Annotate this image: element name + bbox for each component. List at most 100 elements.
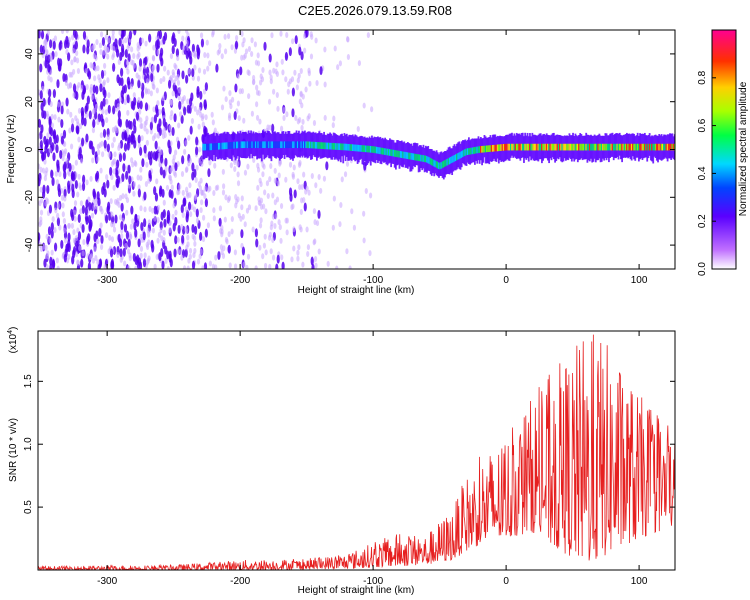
spectrogram-noise-cell: [300, 184, 304, 191]
spectrogram-noise-cell: [55, 179, 60, 186]
spectrogram-noise-cell: [171, 69, 175, 76]
spectrogram-signal-core: [292, 141, 294, 149]
spectrogram-noise-cell: [288, 47, 292, 57]
spectrogram-noise-cell: [199, 177, 203, 184]
spectrogram-signal-core: [384, 148, 386, 155]
spectrogram-noise-cell: [254, 228, 258, 238]
spectrogram-signal-core: [416, 154, 419, 161]
spectrogram-noise-cell: [258, 244, 262, 251]
spectrogram-signal-core: [527, 143, 530, 151]
colorbar-tick-label: 0.8: [697, 70, 708, 84]
spectrogram-signal-core: [205, 143, 208, 151]
spectrogram-noise-cell: [273, 167, 277, 174]
spectrogram-noise-cell: [236, 100, 241, 107]
spectrogram-noise-cell: [201, 189, 205, 196]
spectrogram-noise-cell: [266, 192, 270, 199]
spectrogram-noise-cell: [202, 68, 207, 75]
spectrogram-signal-core: [650, 143, 652, 151]
spectrogram-noise-cell: [317, 174, 321, 181]
spectrogram-noise-cell: [162, 237, 166, 244]
spectrogram-signal-core: [554, 143, 556, 151]
spectrogram-signal-core: [633, 143, 635, 151]
spectrogram-signal-core: [355, 144, 358, 152]
spectrogram-noise-cell: [346, 53, 351, 60]
spectrogram-signal-core: [476, 146, 478, 154]
spectrogram-noise-cell: [256, 60, 261, 67]
spectrogram-noise-cell: [345, 248, 349, 255]
spectrogram-signal-core: [519, 143, 521, 151]
spectrogram-noise-cell: [150, 72, 154, 82]
spectrogram-signal-core: [354, 144, 356, 152]
spectrogram-signal-core: [227, 142, 229, 149]
spectrogram-noise-cell: [91, 127, 96, 134]
spectrogram-noise-cell: [176, 189, 180, 196]
spectrogram-signal-core: [420, 154, 422, 162]
spectrogram-signal-core: [434, 160, 436, 168]
spectrogram-noise-cell: [48, 237, 52, 244]
spectrogram-noise-cell: [99, 83, 103, 93]
spectrogram-signal-core: [548, 143, 550, 151]
spectrogram-noise-cell: [49, 127, 54, 137]
spectrogram-noise-cell: [179, 249, 183, 256]
spectrogram-signal-core: [599, 143, 602, 151]
spectrogram-noise-cell: [306, 115, 310, 122]
spectrogram-noise-cell: [128, 30, 132, 40]
spectrogram-signal-core: [217, 142, 220, 150]
spectrogram-signal-core: [273, 141, 275, 149]
spectrogram-noise-cell: [68, 71, 72, 78]
spectrogram-y-tick-label: 0: [24, 146, 35, 152]
spectrogram-noise-cell: [195, 164, 199, 171]
spectrogram-noise-cell: [106, 143, 110, 153]
spectrogram-noise-cell: [205, 39, 209, 46]
spectrogram-signal-core: [228, 142, 231, 149]
spectrogram-noise-cell: [148, 169, 152, 179]
spectrogram-noise-cell: [40, 30, 45, 40]
spectrogram-noise-cell: [73, 209, 77, 216]
spectrogram-noise-cell: [290, 38, 295, 45]
spectrogram-noise-cell: [298, 160, 302, 167]
spectrogram-noise-cell: [67, 222, 71, 229]
spectrogram-noise-cell: [302, 171, 306, 178]
spectrogram-noise-cell: [169, 53, 174, 60]
spectrogram-signal-core: [505, 143, 507, 151]
spectrogram-signal-core: [457, 153, 459, 160]
spectrogram-signal-core: [604, 143, 606, 151]
spectrogram-signal-core: [592, 143, 594, 151]
spectrogram-noise-cell: [68, 162, 72, 172]
spectrogram-signal-core: [462, 150, 464, 158]
spectrogram-signal-core: [587, 143, 590, 151]
spectrogram-noise-cell: [77, 107, 82, 114]
spectrogram-signal-core: [269, 141, 271, 149]
spectrogram-noise-cell: [203, 99, 207, 109]
spectrogram-signal-core: [575, 143, 578, 151]
spectrogram-noise-cell: [158, 109, 162, 116]
spectrogram-noise-cell: [212, 215, 216, 222]
spectrogram-signal-core: [494, 144, 496, 152]
spectrogram-noise-cell: [137, 51, 141, 58]
spectrogram-noise-cell: [301, 261, 305, 268]
spectrogram-noise-cell: [285, 229, 289, 236]
spectrogram-noise-cell: [117, 142, 122, 149]
spectrogram-noise-cell: [188, 253, 192, 260]
spectrogram-signal-core: [526, 143, 529, 151]
spectrogram-x-tick-label: 100: [631, 275, 648, 286]
spectrogram-signal-core: [374, 146, 377, 154]
spectrogram-noise-cell: [212, 207, 216, 214]
spectrogram-noise-cell: [275, 196, 280, 203]
spectrogram-signal-core: [543, 143, 545, 151]
spectrogram-signal-core: [651, 143, 653, 151]
spectrogram-noise-cell: [144, 102, 149, 112]
spectrogram-noise-cell: [122, 152, 126, 162]
spectrogram-noise-cell: [291, 171, 295, 178]
spectrogram-signal-core: [574, 143, 577, 151]
spectrogram-noise-cell: [60, 135, 64, 145]
spectrogram-noise-cell: [85, 133, 89, 143]
spectrogram-signal-core: [259, 141, 262, 149]
spectrogram-noise-cell: [305, 30, 309, 38]
spectrogram-noise-cell: [75, 57, 80, 64]
spectrogram-signal-core: [666, 143, 669, 151]
spectrogram-noise-cell: [156, 237, 160, 244]
spectrogram-noise-cell: [220, 53, 224, 60]
spectrogram-signal-core: [220, 142, 222, 150]
spectrogram-noise-cell: [60, 105, 64, 115]
